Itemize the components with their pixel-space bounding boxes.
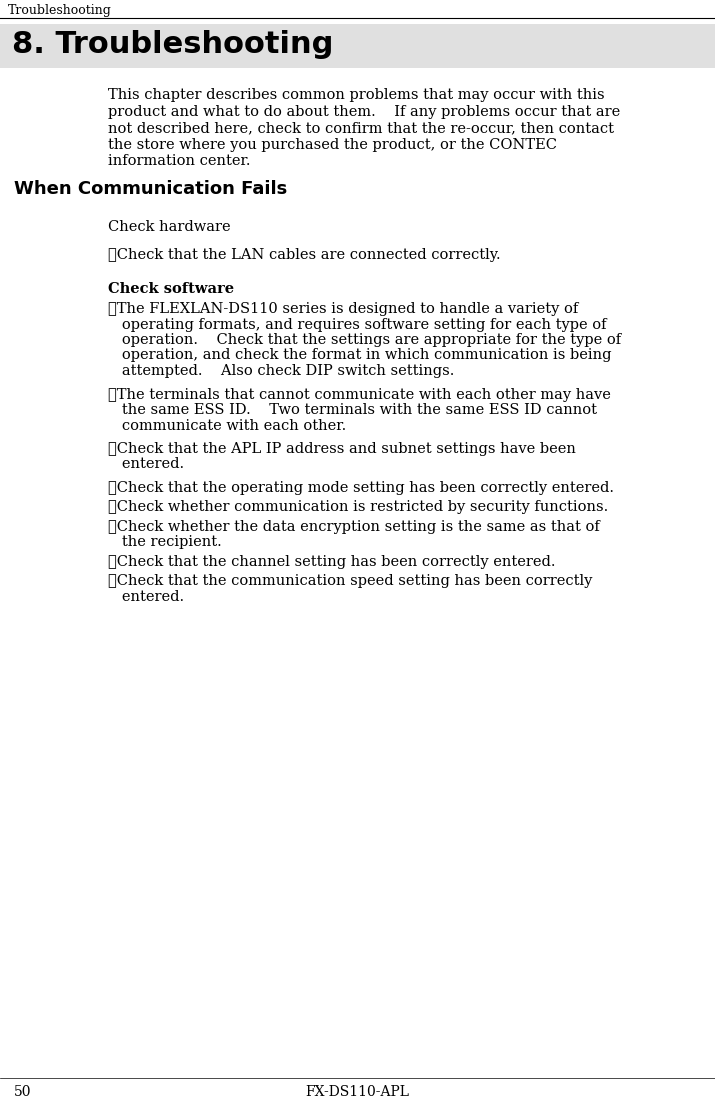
Text: attempted.    Also check DIP switch settings.: attempted. Also check DIP switch setting… [108, 364, 454, 378]
Text: Check hardware: Check hardware [108, 219, 231, 234]
Text: the same ESS ID.    Two terminals with the same ESS ID cannot: the same ESS ID. Two terminals with the … [108, 403, 597, 417]
Text: ・The FLEXLAN-DS110 series is designed to handle a variety of: ・The FLEXLAN-DS110 series is designed to… [108, 302, 578, 315]
Text: entered.: entered. [108, 590, 184, 604]
Text: the recipient.: the recipient. [108, 535, 222, 549]
Text: Troubleshooting: Troubleshooting [8, 4, 112, 17]
Text: FX-DS110-APL: FX-DS110-APL [305, 1085, 410, 1099]
Text: ・Check whether the data encryption setting is the same as that of: ・Check whether the data encryption setti… [108, 520, 600, 534]
Text: 8. Troubleshooting: 8. Troubleshooting [12, 30, 333, 58]
Text: entered.: entered. [108, 458, 184, 471]
Bar [0, 24, 715, 68]
Text: 50: 50 [14, 1085, 31, 1099]
Text: Check software: Check software [108, 282, 234, 296]
Text: communicate with each other.: communicate with each other. [108, 418, 346, 432]
Text: the store where you purchased the product, or the CONTEC: the store where you purchased the produc… [108, 138, 557, 151]
Text: ・Check that the LAN cables are connected correctly.: ・Check that the LAN cables are connected… [108, 248, 500, 263]
Text: When Communication Fails: When Communication Fails [14, 180, 287, 199]
Text: ・Check that the channel setting has been correctly entered.: ・Check that the channel setting has been… [108, 555, 556, 569]
Text: operation, and check the format in which communication is being: operation, and check the format in which… [108, 349, 611, 363]
Text: not described here, check to confirm that the re-occur, then contact: not described here, check to confirm tha… [108, 121, 614, 135]
Text: ・The terminals that cannot communicate with each other may have: ・The terminals that cannot communicate w… [108, 387, 611, 401]
Text: ・Check that the communication speed setting has been correctly: ・Check that the communication speed sett… [108, 575, 592, 589]
Text: operation.    Check that the settings are appropriate for the type of: operation. Check that the settings are a… [108, 333, 621, 347]
Text: This chapter describes common problems that may occur with this: This chapter describes common problems t… [108, 88, 605, 101]
Text: ・Check that the APL IP address and subnet settings have been: ・Check that the APL IP address and subne… [108, 442, 576, 456]
Text: product and what to do about them.    If any problems occur that are: product and what to do about them. If an… [108, 105, 620, 118]
Text: information center.: information center. [108, 154, 250, 168]
Text: ・Check that the operating mode setting has been correctly entered.: ・Check that the operating mode setting h… [108, 481, 614, 495]
Text: ・Check whether communication is restricted by security functions.: ・Check whether communication is restrict… [108, 501, 608, 514]
Text: operating formats, and requires software setting for each type of: operating formats, and requires software… [108, 318, 606, 332]
